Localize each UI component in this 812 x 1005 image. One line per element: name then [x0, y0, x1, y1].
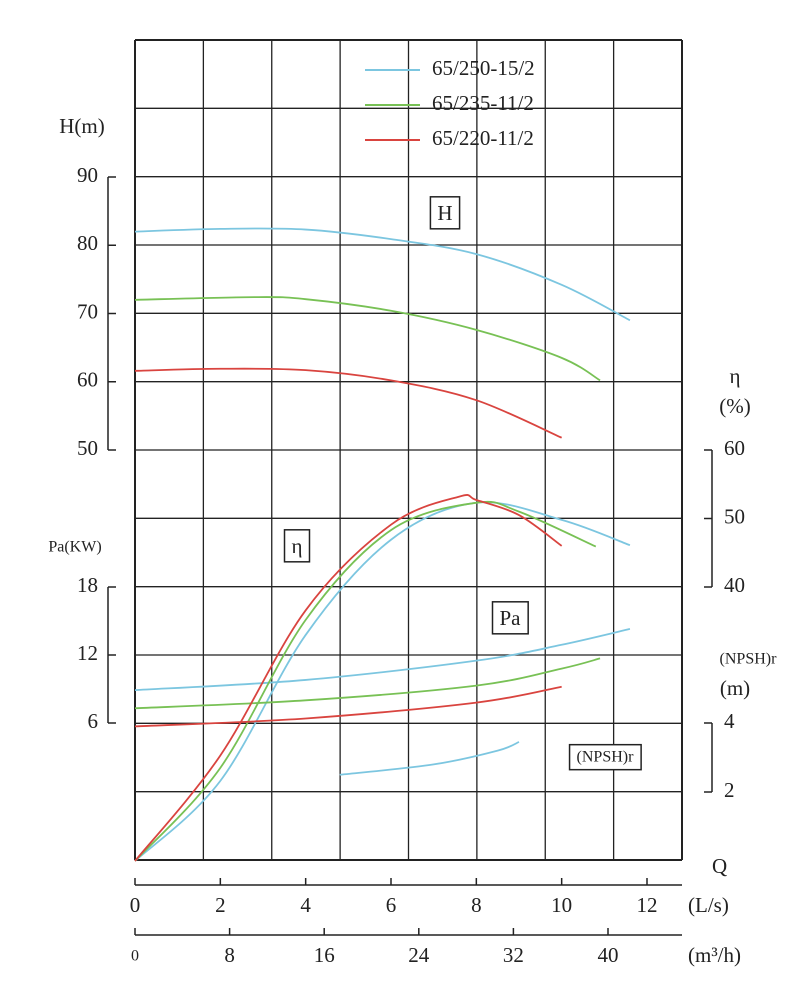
curve: [134, 657, 601, 710]
x-tick-label: 12: [637, 893, 658, 917]
x-tick-label: 8: [224, 943, 235, 967]
y-tick-label: 60: [724, 436, 745, 460]
x-axis-unit: (L/s): [688, 893, 729, 917]
curve: [134, 367, 563, 439]
legend-label: 65/220-11/2: [432, 126, 534, 150]
y-axis-label: (NPSH)r: [720, 651, 778, 668]
legend-label: 65/250-15/2: [432, 56, 535, 80]
y-tick-label: 2: [724, 778, 735, 802]
y-axis-unit: (%): [719, 394, 750, 418]
x-tick-label: 8: [471, 893, 482, 917]
curve-tag: (NPSH)r: [577, 749, 635, 766]
curve: [134, 494, 563, 862]
curve-tag-box: [429, 196, 461, 230]
x-tick-label: 4: [300, 893, 311, 917]
x-tick-label: 40: [598, 943, 619, 967]
x-tick-label: 0: [131, 948, 139, 965]
curve-tag: Pa: [500, 606, 522, 630]
curve-tag: η: [292, 534, 303, 558]
legend-label: 65/235-11/2: [432, 91, 534, 115]
y-tick-label: 80: [77, 231, 98, 255]
curve-tag-box: [568, 743, 642, 771]
curve-tag-box: [491, 601, 529, 635]
y-tick-label: 12: [77, 641, 98, 665]
y-axis-label: Pa(KW): [48, 539, 101, 556]
curve: [134, 500, 597, 862]
y-tick-label: 60: [77, 368, 98, 392]
curve: [134, 501, 631, 862]
x-tick-label: 24: [408, 943, 430, 967]
curve: [339, 741, 520, 776]
x-tick-label: 2: [215, 893, 226, 917]
y-axis-label: η: [730, 364, 741, 388]
x-tick-label: 16: [314, 943, 335, 967]
x-tick-label: 0: [130, 893, 141, 917]
y-tick-label: 50: [724, 504, 745, 528]
curve: [134, 628, 631, 692]
y-tick-label: 18: [77, 573, 98, 597]
y-axis-label: H(m): [59, 114, 105, 138]
x-tick-label: 10: [551, 893, 572, 917]
curve: [134, 685, 562, 728]
curve-tag-box: [283, 529, 311, 563]
y-tick-label: 6: [88, 709, 99, 733]
x-tick-label: 6: [386, 893, 397, 917]
x-axis-unit: (m³/h): [688, 943, 741, 967]
curve: [134, 296, 601, 382]
x-tick-label: 32: [503, 943, 524, 967]
y-tick-label: 40: [724, 573, 745, 597]
curve-tag: H: [437, 201, 452, 225]
y-axis-unit: (m): [720, 676, 750, 700]
curve: [134, 227, 631, 322]
y-tick-label: 50: [77, 436, 98, 460]
y-tick-label: 4: [724, 709, 735, 733]
x-axis-label: Q: [712, 854, 727, 878]
y-tick-label: 70: [77, 299, 98, 323]
y-tick-label: 90: [77, 163, 98, 187]
